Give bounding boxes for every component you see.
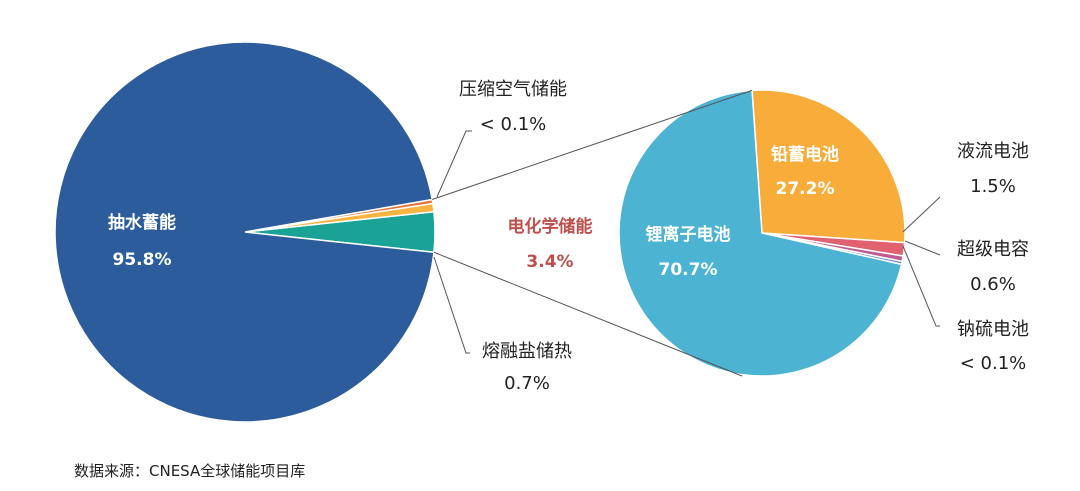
slice-value-molten-salt: 0.7% — [504, 373, 550, 394]
source-note: 数据来源：CNESA全球储能项目库 — [74, 462, 305, 480]
slice-value-electrochemical: 3.4% — [526, 252, 573, 272]
slice-label-supercapacitor: 超级电容 — [957, 239, 1029, 260]
slice-label-sodium-sulfur: 钠硫电池 — [957, 319, 1029, 340]
pie-slice — [752, 90, 905, 243]
leader-line-flow-battery — [903, 197, 940, 232]
slice-value-pumped-hydro: 95.8% — [113, 250, 172, 270]
slice-label-li-ion: 锂离子电池 — [646, 224, 731, 245]
slice-label-electrochemical: 电化学储能 — [508, 216, 593, 237]
slice-label-flow-battery: 液流电池 — [957, 141, 1029, 162]
slice-value-lead-acid: 27.2% — [776, 179, 835, 199]
leader-line-sodium-sulfur — [903, 246, 940, 326]
slice-label-compressed-air: 压缩空气储能 — [459, 79, 567, 100]
slice-value-flow-battery: 1.5% — [970, 176, 1016, 197]
leader-line-molten-salt — [434, 257, 470, 353]
slice-value-compressed-air: < 0.1% — [480, 114, 547, 135]
leader-line-compressed-air — [437, 131, 472, 197]
slice-label-pumped-hydro: 抽水蓄能 — [108, 212, 176, 233]
slice-label-lead-acid: 铅蓄电池 — [771, 144, 839, 165]
slice-label-molten-salt: 熔融盐储热 — [482, 341, 572, 362]
slice-value-sodium-sulfur: < 0.1% — [960, 353, 1027, 374]
slice-value-li-ion: 70.7% — [659, 260, 718, 280]
slice-value-supercapacitor: 0.6% — [970, 274, 1016, 295]
leader-line-supercapacitor — [905, 241, 940, 255]
